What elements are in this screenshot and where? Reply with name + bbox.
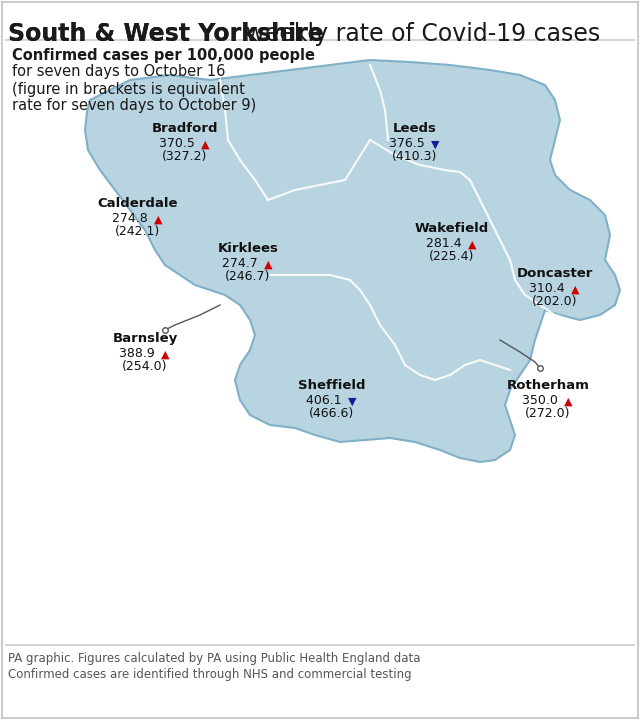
Text: ▲: ▲: [571, 285, 579, 295]
Text: 281.4: 281.4: [426, 237, 466, 250]
Text: Kirklees: Kirklees: [218, 242, 278, 255]
Text: Sheffield: Sheffield: [298, 379, 365, 392]
Text: Wakefield: Wakefield: [415, 222, 489, 235]
Text: Confirmed cases per 100,000 people: Confirmed cases per 100,000 people: [12, 48, 315, 63]
Text: 274.8: 274.8: [112, 212, 152, 225]
Text: Barnsley: Barnsley: [113, 332, 178, 345]
Text: (202.0): (202.0): [532, 295, 578, 308]
Text: (figure in brackets is equivalent: (figure in brackets is equivalent: [12, 82, 245, 97]
Text: ▲: ▲: [264, 260, 273, 270]
Text: ▼: ▼: [348, 397, 356, 407]
Text: South & West Yorkshire: South & West Yorkshire: [8, 22, 324, 46]
Text: 370.5: 370.5: [159, 137, 199, 150]
Text: (242.1): (242.1): [115, 225, 161, 238]
Text: Confirmed cases are identified through NHS and commercial testing: Confirmed cases are identified through N…: [8, 668, 412, 681]
Text: (410.3): (410.3): [392, 150, 438, 163]
Text: 388.9: 388.9: [119, 347, 159, 360]
Text: ▲: ▲: [161, 350, 170, 360]
Text: ▲: ▲: [201, 140, 209, 150]
Text: weekly rate of Covid-19 cases: weekly rate of Covid-19 cases: [238, 22, 600, 46]
Text: 406.1: 406.1: [306, 394, 346, 407]
Text: 274.7: 274.7: [222, 257, 262, 270]
Text: 350.0: 350.0: [522, 394, 562, 407]
Text: Calderdale: Calderdale: [98, 197, 179, 210]
Text: 310.4: 310.4: [529, 282, 569, 295]
Text: (225.4): (225.4): [429, 250, 475, 263]
Text: Leeds: Leeds: [393, 122, 437, 135]
Text: South & West Yorkshire: South & West Yorkshire: [8, 22, 324, 46]
Text: (272.0): (272.0): [525, 407, 571, 420]
Text: (327.2): (327.2): [163, 150, 208, 163]
Text: Bradford: Bradford: [152, 122, 218, 135]
Text: (246.7): (246.7): [225, 270, 271, 283]
Text: (466.6): (466.6): [309, 407, 355, 420]
Text: for seven days to October 16: for seven days to October 16: [12, 64, 225, 79]
Text: PA graphic. Figures calculated by PA using Public Health England data: PA graphic. Figures calculated by PA usi…: [8, 652, 420, 665]
Text: Doncaster: Doncaster: [517, 267, 593, 280]
Text: ▲: ▲: [154, 215, 163, 225]
Text: (254.0): (254.0): [122, 360, 168, 373]
Text: ▼: ▼: [431, 140, 440, 150]
Text: ▲: ▲: [468, 240, 477, 250]
Text: 376.5: 376.5: [389, 137, 429, 150]
Text: South & West Yorkshire weekly rate of Covid-19 cases: South & West Yorkshire weekly rate of Co…: [8, 22, 640, 46]
Text: rate for seven days to October 9): rate for seven days to October 9): [12, 98, 256, 113]
Polygon shape: [85, 60, 620, 462]
Text: Rotherham: Rotherham: [507, 379, 589, 392]
Text: ▲: ▲: [564, 397, 573, 407]
